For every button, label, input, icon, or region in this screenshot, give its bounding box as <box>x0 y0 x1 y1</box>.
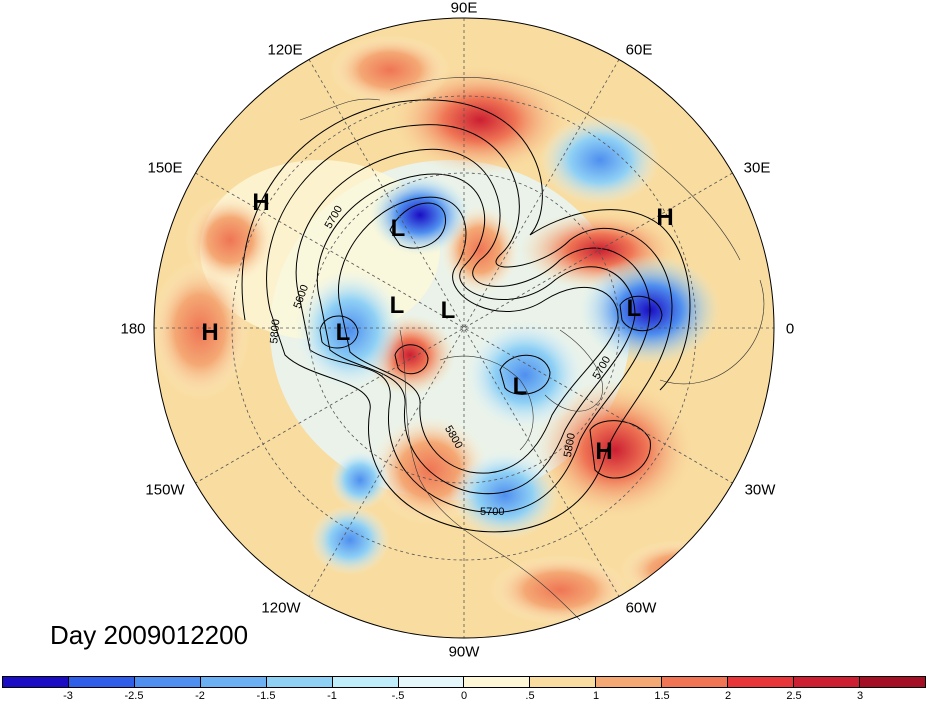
longitude-label: 180 <box>120 320 146 338</box>
contour-label: 5800 <box>562 432 578 458</box>
longitude-label: 0 <box>785 320 795 338</box>
high-center-label: H <box>201 319 218 346</box>
longitude-label: 90E <box>450 0 478 17</box>
colorbar-swatch <box>3 677 69 687</box>
colorbar-tick-label: -.5 <box>391 690 405 702</box>
anomaly-shading <box>154 18 774 638</box>
colorbar-swatch <box>794 677 860 687</box>
colorbar-tick-label: -1.5 <box>256 690 276 702</box>
colorbar-swatch <box>266 677 333 687</box>
low-center-label: L <box>513 373 528 400</box>
low-center-label: L <box>391 215 406 242</box>
coastlines <box>299 77 765 621</box>
colorbar-swatch <box>398 677 465 687</box>
colorbar-swatch <box>662 677 729 687</box>
longitude-label: 90W <box>448 643 480 661</box>
height-contours <box>241 99 691 533</box>
low-center-label: L <box>390 292 405 319</box>
high-center-label: H <box>595 438 612 465</box>
colorbar-swatch <box>596 677 663 687</box>
colorbar-swatch <box>464 677 531 687</box>
colorbar-tick-label: .5 <box>525 690 535 702</box>
colorbar-swatch <box>332 677 399 687</box>
contour-label: 5700 <box>480 506 504 518</box>
colorbar-tick-label: -3 <box>63 690 73 702</box>
colorbar-swatch <box>859 677 925 687</box>
longitude-label: 60W <box>625 599 657 617</box>
high-center-label: H <box>656 204 673 231</box>
colorbar-tick-label: 2 <box>724 690 732 702</box>
low-center-label: L <box>336 319 351 346</box>
colorbar-swatch <box>200 677 267 687</box>
colorbar-tick-label: -1 <box>327 690 337 702</box>
contour-label: 5800 <box>268 319 282 344</box>
colorbar-swatch <box>530 677 597 687</box>
longitude-label: 30W <box>744 481 776 499</box>
colorbar-tick-label: -2.5 <box>124 690 144 702</box>
longitude-label: 150E <box>147 159 183 177</box>
pressure-centers: H H H H L L L L L L <box>201 189 673 465</box>
date-title: Day 2009012200 <box>50 620 249 650</box>
colorbar-tick-label: 0 <box>460 690 468 702</box>
low-center-label: L <box>627 295 642 322</box>
graticule <box>154 18 774 638</box>
high-center-label: H <box>252 189 269 216</box>
map-border <box>153 17 775 639</box>
colorbar-tick-label: 2.5 <box>786 690 802 702</box>
colorbar-tick-label: -2 <box>195 690 205 702</box>
longitude-label: 60E <box>625 41 653 59</box>
colorbar-tick-label: 1.5 <box>654 690 670 702</box>
colorbar-swatch <box>68 677 135 687</box>
longitude-label: 120E <box>267 41 303 59</box>
low-center-label: L <box>441 297 456 324</box>
colorbar <box>2 676 926 688</box>
colorbar-swatch <box>134 677 201 687</box>
longitude-label: 30E <box>743 159 771 177</box>
longitude-label: 120W <box>261 599 301 617</box>
colorbar-tick-label: 3 <box>856 690 864 702</box>
colorbar-swatch <box>728 677 795 687</box>
colorbar-tick-label: 1 <box>592 690 600 702</box>
longitude-label: 150W <box>145 481 185 499</box>
